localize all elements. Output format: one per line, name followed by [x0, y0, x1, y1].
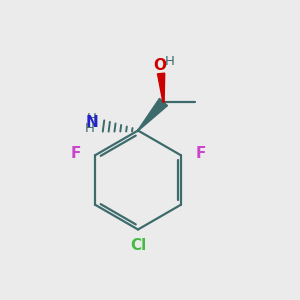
- Text: H: H: [165, 55, 175, 68]
- Polygon shape: [138, 98, 167, 131]
- Text: H: H: [87, 112, 96, 125]
- Polygon shape: [158, 73, 165, 102]
- Text: H: H: [85, 122, 95, 135]
- Text: N: N: [86, 115, 98, 130]
- Text: Cl: Cl: [130, 238, 146, 253]
- Text: F: F: [70, 146, 81, 161]
- Text: F: F: [195, 146, 206, 161]
- Text: O: O: [153, 58, 166, 73]
